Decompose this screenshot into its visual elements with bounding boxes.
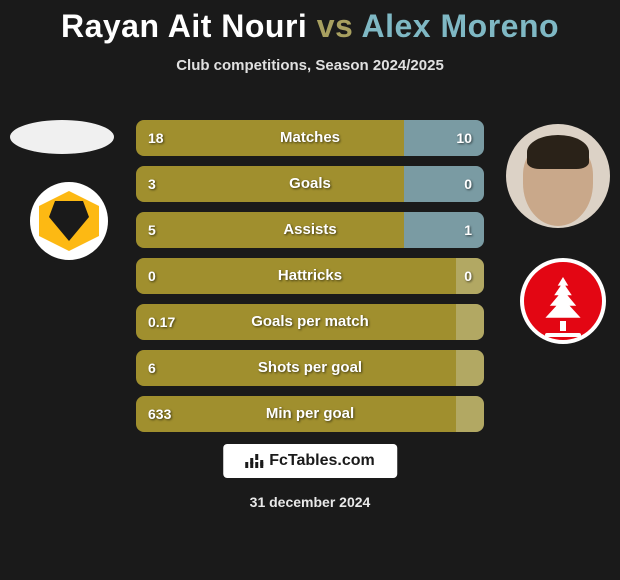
snapshot-date: 31 december 2024 xyxy=(0,494,620,510)
player1-name: Rayan Ait Nouri xyxy=(61,8,307,44)
stat-row: 0Hattricks0 xyxy=(136,258,484,294)
comparison-title: Rayan Ait Nouri vs Alex Moreno xyxy=(0,0,620,45)
wolf-head-icon xyxy=(49,201,89,241)
player2-name: Alex Moreno xyxy=(362,8,560,44)
stat-row: 0.17Goals per match xyxy=(136,304,484,340)
stat-value-right: 1 xyxy=(464,212,472,248)
player2-avatar xyxy=(506,124,610,228)
club-badge-right xyxy=(520,258,606,344)
stat-label: Hattricks xyxy=(136,258,484,294)
forest-tree-wrap xyxy=(541,277,585,325)
site-name: FcTables.com xyxy=(269,452,375,470)
stat-row: 18Matches10 xyxy=(136,120,484,156)
stat-label: Goals per match xyxy=(136,304,484,340)
wolves-hex xyxy=(39,191,99,251)
stat-label: Matches xyxy=(136,120,484,156)
stat-row: 3Goals0 xyxy=(136,166,484,202)
player1-avatar xyxy=(10,120,114,154)
stat-value-right: 0 xyxy=(464,166,472,202)
stat-label: Min per goal xyxy=(136,396,484,432)
stat-label: Goals xyxy=(136,166,484,202)
stat-value-right: 0 xyxy=(464,258,472,294)
forest-tree-icon xyxy=(541,277,585,325)
forest-trunk xyxy=(560,321,566,331)
player2-hair xyxy=(527,135,589,169)
player2-face xyxy=(523,141,593,226)
stat-row: 633Min per goal xyxy=(136,396,484,432)
forest-water xyxy=(545,333,581,337)
stat-label: Assists xyxy=(136,212,484,248)
stats-bars: 18Matches103Goals05Assists10Hattricks00.… xyxy=(136,120,484,442)
bar-chart-icon xyxy=(245,454,263,468)
stat-label: Shots per goal xyxy=(136,350,484,386)
fctables-logo: FcTables.com xyxy=(223,444,397,478)
club-badge-left xyxy=(26,178,112,264)
stat-row: 6Shots per goal xyxy=(136,350,484,386)
stat-value-right: 10 xyxy=(456,120,472,156)
vs-text: vs xyxy=(317,8,354,44)
subtitle: Club competitions, Season 2024/2025 xyxy=(0,57,620,74)
stat-row: 5Assists1 xyxy=(136,212,484,248)
